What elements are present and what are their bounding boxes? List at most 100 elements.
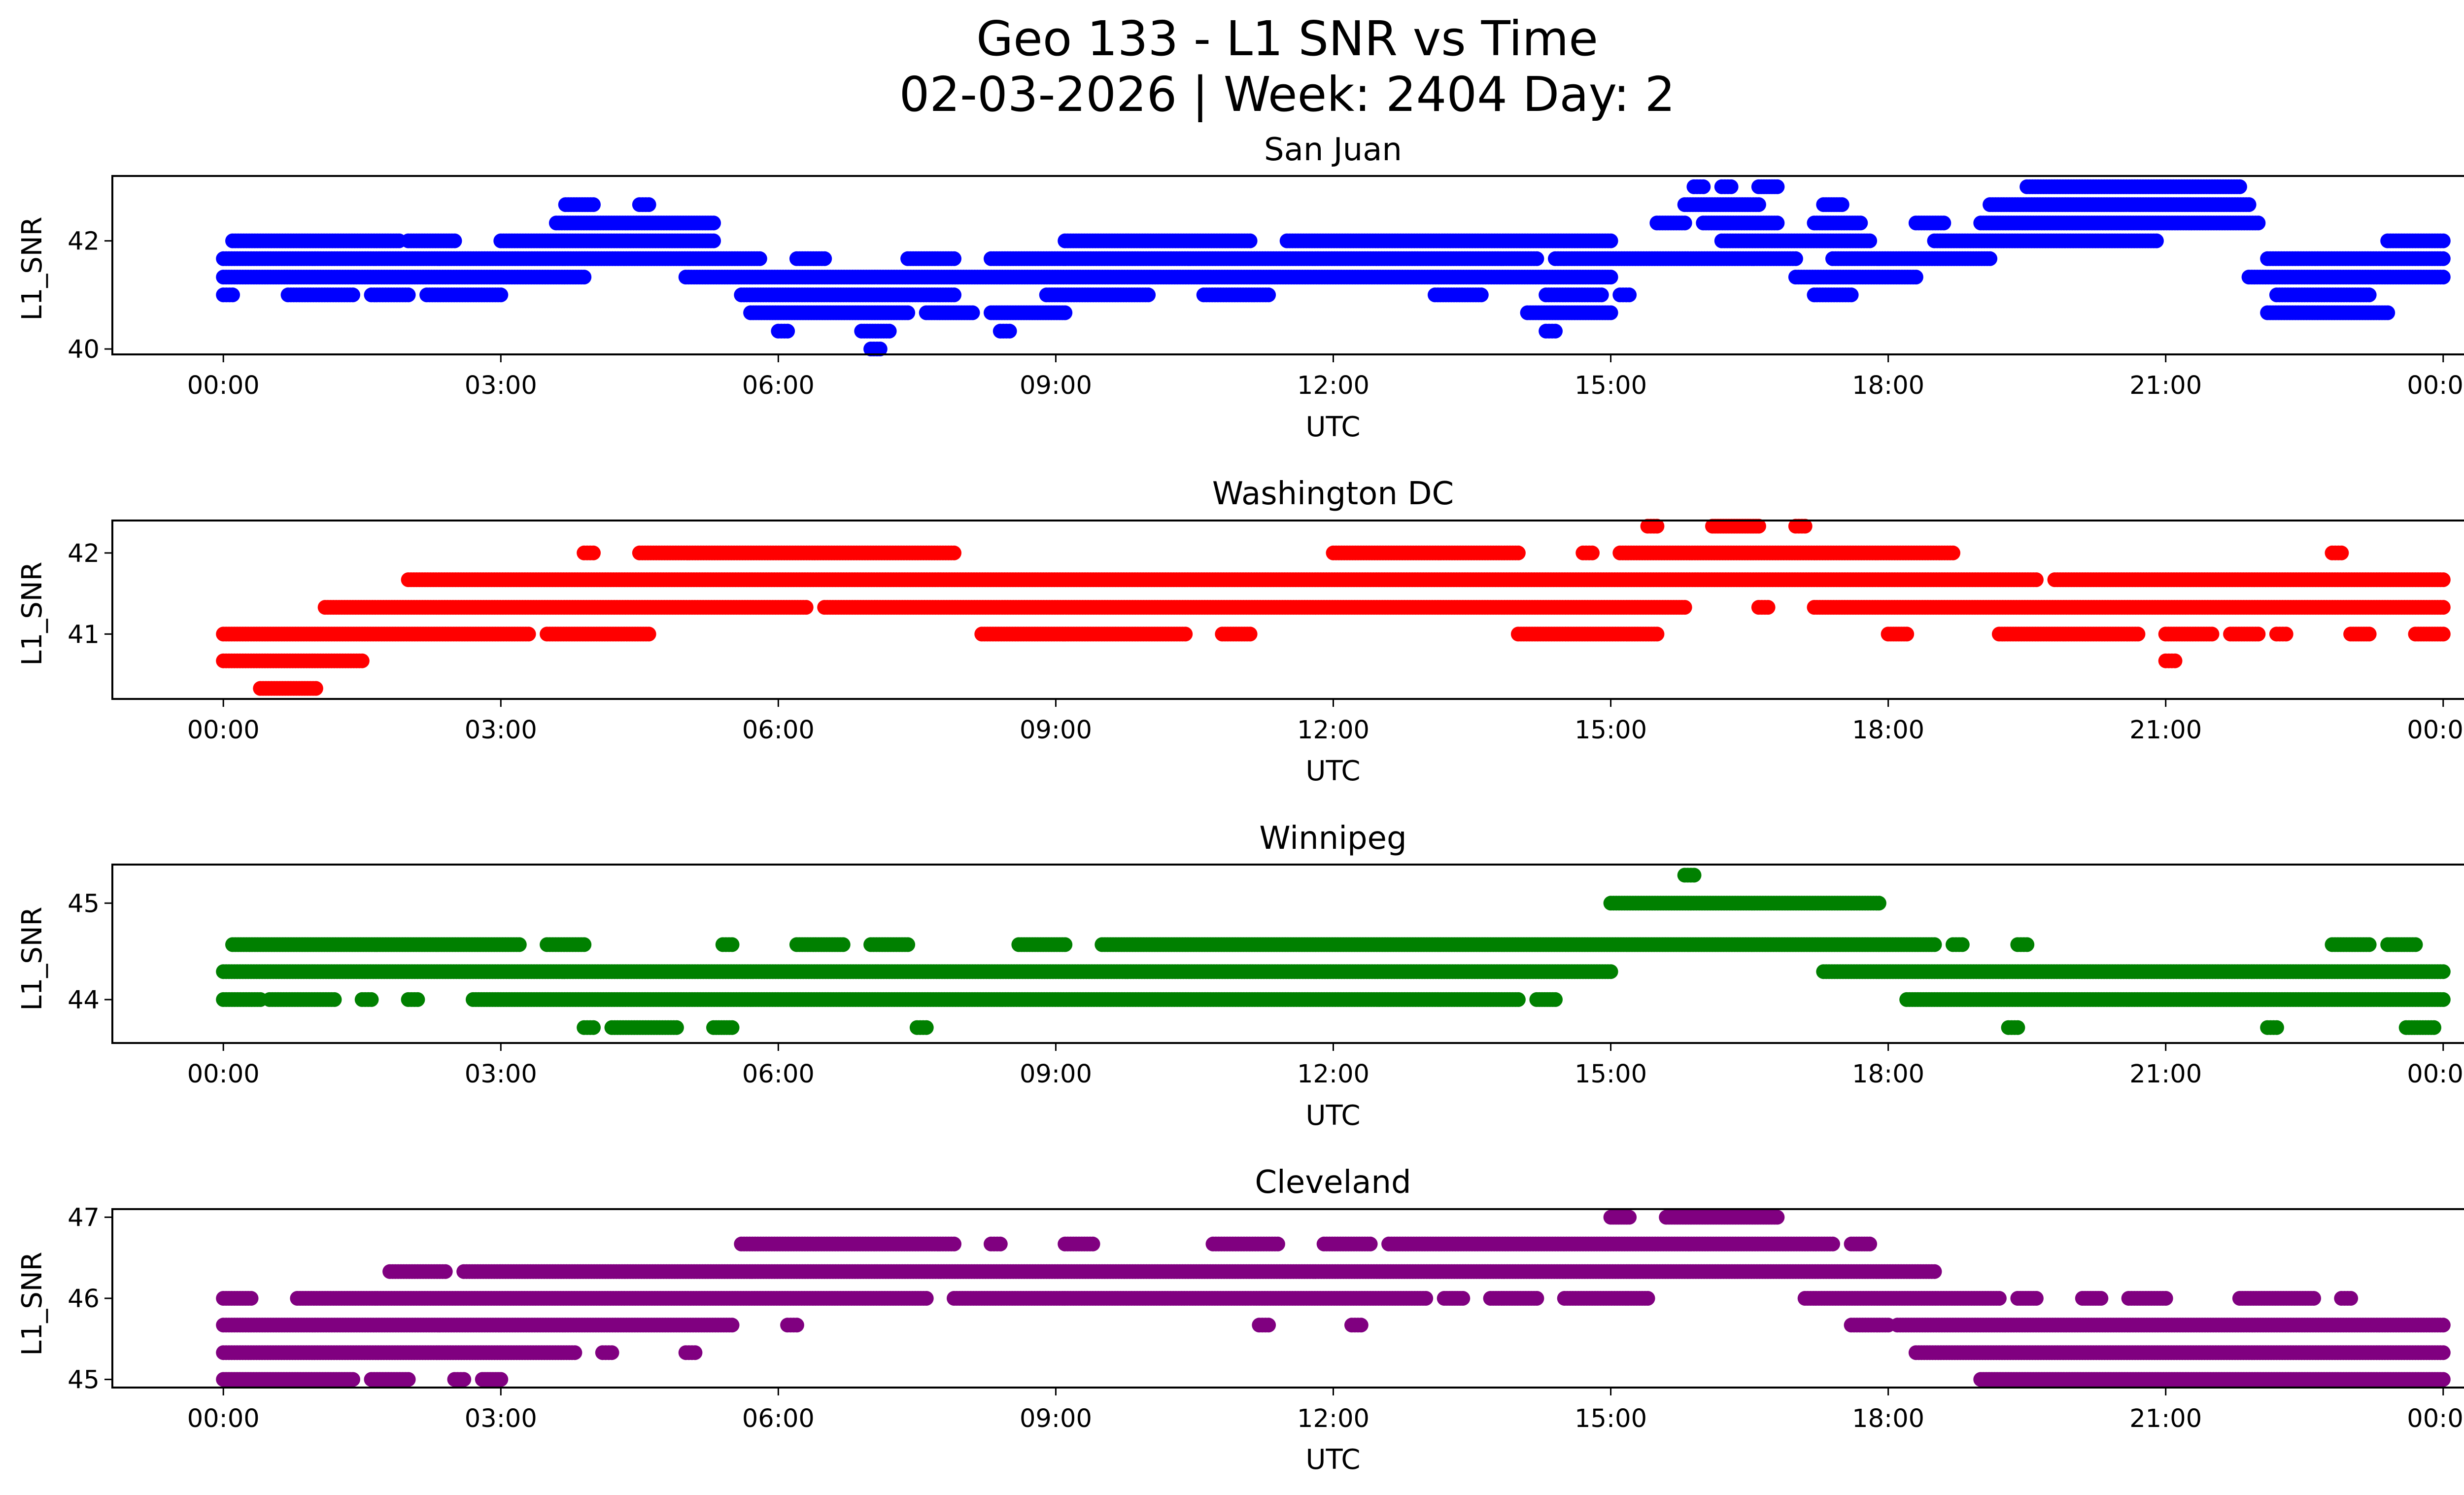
data-point xyxy=(2435,626,2451,642)
x-tick-label: 03:00 xyxy=(465,716,537,745)
subplot-title: San Juan xyxy=(1264,132,1402,168)
x-tick-label: 00:00 xyxy=(2407,371,2464,400)
data-point xyxy=(2028,572,2044,588)
x-tick-label: 15:00 xyxy=(1574,371,1647,400)
data-point xyxy=(354,653,370,668)
data-point xyxy=(965,305,980,320)
data-point xyxy=(1529,251,1544,266)
y-tick-label: 41 xyxy=(68,620,100,649)
y-axis-label: L1_SNR xyxy=(16,216,48,320)
data-point xyxy=(1585,545,1600,560)
data-point xyxy=(1058,305,1073,320)
data-point xyxy=(1261,287,1276,303)
figure-title-line1: Geo 133 - L1 SNR vs Time xyxy=(976,11,1598,67)
data-point xyxy=(1141,287,1156,303)
data-point xyxy=(1242,626,1258,642)
data-point xyxy=(2278,626,2293,642)
data-point xyxy=(780,323,795,339)
x-tick-label: 06:00 xyxy=(742,716,815,745)
x-tick-label: 15:00 xyxy=(1574,716,1647,745)
data-point xyxy=(1677,600,1692,615)
data-point xyxy=(1723,179,1739,194)
x-tick-label: 03:00 xyxy=(465,371,537,400)
data-point xyxy=(2435,233,2451,248)
x-tick-label: 00:00 xyxy=(187,716,260,745)
data-point xyxy=(1594,287,1609,303)
data-point xyxy=(401,287,416,303)
data-point xyxy=(2435,270,2451,285)
data-point xyxy=(817,251,832,266)
data-point xyxy=(447,233,462,248)
data-point xyxy=(1760,600,1776,615)
data-point xyxy=(2149,233,2164,248)
data-point xyxy=(706,215,721,231)
data-point xyxy=(1844,287,1859,303)
data-point xyxy=(1510,545,1526,560)
data-point xyxy=(225,287,240,303)
data-point xyxy=(1751,197,1766,212)
data-point xyxy=(1603,270,1618,285)
data-point xyxy=(1770,179,1785,194)
y-axis-label: L1_SNR xyxy=(16,561,48,665)
data-point xyxy=(706,233,721,248)
data-point xyxy=(1908,270,1923,285)
data-point xyxy=(752,251,767,266)
x-tick-label: 12:00 xyxy=(1297,371,1369,400)
data-point xyxy=(947,287,961,303)
x-axis-label: UTC xyxy=(1305,755,1360,787)
figure-title-line2: 02-03-2026 | Week: 2404 Day: 2 xyxy=(899,67,1676,123)
data-point xyxy=(1002,323,1017,339)
data-point xyxy=(1983,251,1998,266)
y-tick-label: 40 xyxy=(68,335,100,364)
data-point xyxy=(2241,197,2257,212)
x-tick-label: 21:00 xyxy=(2129,371,2202,400)
data-point xyxy=(1622,287,1637,303)
x-axis-label: UTC xyxy=(1305,411,1360,443)
data-point xyxy=(947,251,961,266)
data-point xyxy=(882,323,897,339)
x-tick-label: 12:00 xyxy=(1297,716,1369,745)
data-point xyxy=(1242,233,1258,248)
data-point xyxy=(2361,287,2377,303)
x-tick-label: 06:00 xyxy=(742,371,815,400)
subplot-san-juan: San Juan UTC L1_SNR 00:00 03:00 06:00 09:00… xyxy=(16,132,2464,443)
data-point xyxy=(345,287,360,303)
data-point xyxy=(2435,572,2451,588)
data-point xyxy=(1603,305,1618,320)
data-point xyxy=(2435,251,2451,266)
data-point xyxy=(2435,600,2451,615)
data-point xyxy=(1696,179,1711,194)
data-point xyxy=(641,197,656,212)
data-point xyxy=(2334,545,2349,560)
data-point xyxy=(947,545,961,560)
x-tick-label: 18:00 xyxy=(1852,371,1924,400)
data-point xyxy=(1603,233,1618,248)
data-point xyxy=(1473,287,1489,303)
data-point xyxy=(2380,305,2396,320)
data-point xyxy=(308,681,323,696)
data-point xyxy=(1899,626,1915,642)
data-point xyxy=(1677,215,1692,231)
data-point xyxy=(2204,626,2220,642)
data-point xyxy=(641,626,656,642)
y-tick-label: 42 xyxy=(68,227,100,256)
data-point xyxy=(493,287,509,303)
x-tick-label: 18:00 xyxy=(1852,716,1924,745)
data-point xyxy=(2361,626,2377,642)
data-point xyxy=(1853,215,1868,231)
scatter-points xyxy=(216,179,2451,356)
data-point xyxy=(586,197,601,212)
x-tick-label: 09:00 xyxy=(1020,371,1092,400)
data-point xyxy=(1936,215,1951,231)
data-point xyxy=(2167,653,2183,668)
data-point xyxy=(2232,179,2247,194)
data-point xyxy=(2251,626,2266,642)
data-point xyxy=(2130,626,2146,642)
data-point xyxy=(900,305,916,320)
data-point xyxy=(1548,323,1563,339)
x-tick-label: 00:00 xyxy=(2407,716,2464,745)
data-point xyxy=(1862,233,1878,248)
data-point xyxy=(521,626,536,642)
data-point xyxy=(798,600,814,615)
